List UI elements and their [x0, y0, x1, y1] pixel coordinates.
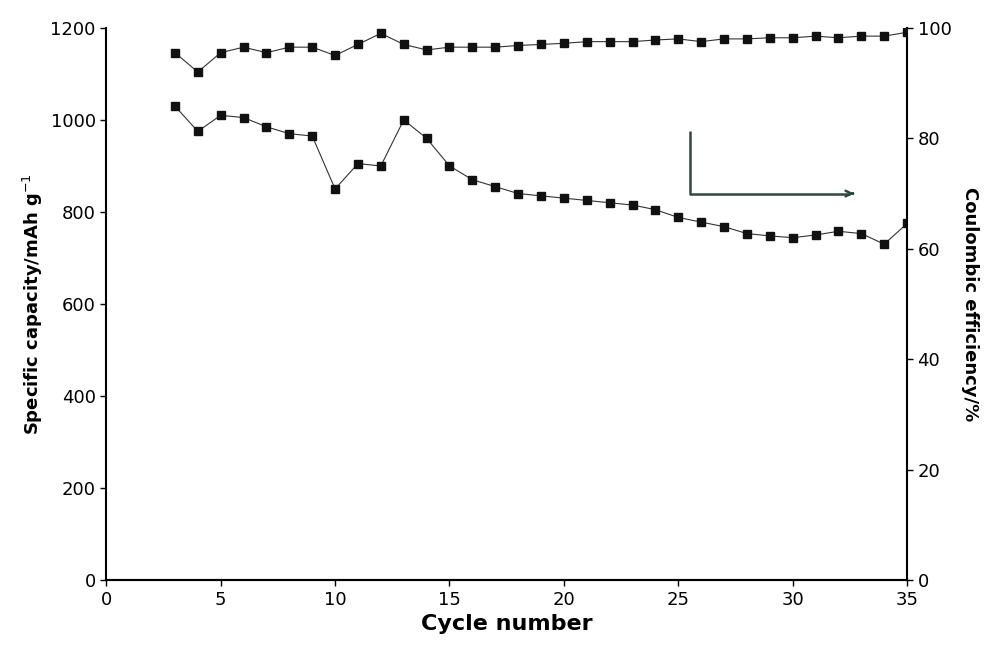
- X-axis label: Cycle number: Cycle number: [421, 614, 593, 634]
- Y-axis label: Specific capacity/mAh g$^{-1}$: Specific capacity/mAh g$^{-1}$: [21, 173, 45, 435]
- Y-axis label: Coulombic efficiency/%: Coulombic efficiency/%: [961, 187, 979, 421]
